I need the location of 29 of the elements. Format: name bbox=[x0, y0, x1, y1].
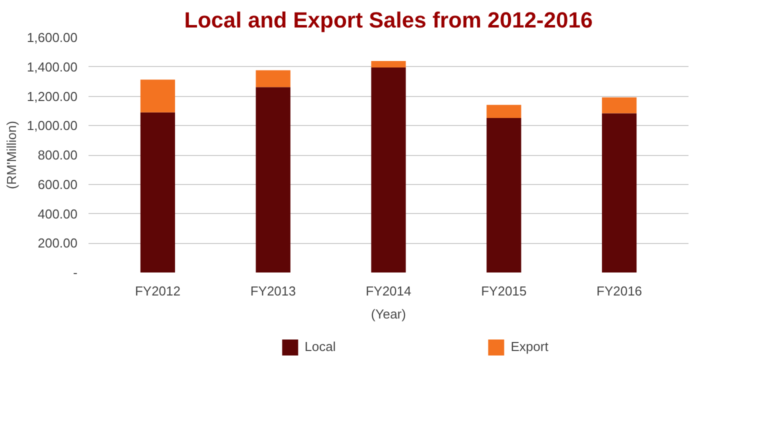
bar bbox=[602, 97, 637, 114]
legend-label: Local bbox=[304, 339, 336, 354]
y-tick-label: 400.00 bbox=[38, 206, 78, 222]
bar bbox=[486, 118, 522, 272]
y-tick-label: 600.00 bbox=[38, 176, 78, 192]
bar bbox=[371, 67, 406, 272]
y-tick-label: 200.00 bbox=[38, 236, 78, 251]
legend-label: Export bbox=[510, 339, 548, 354]
bar bbox=[256, 70, 290, 88]
bar bbox=[140, 80, 176, 112]
y-tick-label: 1,200.00 bbox=[26, 88, 78, 104]
x-tick-label: FY2016 bbox=[596, 284, 642, 298]
x-tick-label: FY2014 bbox=[366, 284, 412, 298]
x-axis-title: (Year) bbox=[371, 306, 406, 322]
x-tick-label: FY2012 bbox=[134, 284, 181, 298]
y-axis-title: (RM'Million) bbox=[4, 120, 19, 190]
y-tick-label: - bbox=[73, 265, 78, 280]
bar bbox=[486, 104, 522, 118]
y-tick-label: 1,600.00 bbox=[26, 30, 78, 45]
bar bbox=[140, 112, 176, 272]
y-tick-label: 1,000.00 bbox=[26, 118, 78, 134]
y-tick-label: 800.00 bbox=[38, 148, 78, 162]
x-tick-label: FY2015 bbox=[481, 284, 527, 298]
bar bbox=[371, 61, 406, 68]
chart-title: Local and Export Sales from 2012-2016 bbox=[184, 8, 593, 32]
bar bbox=[256, 87, 290, 272]
y-tick-label: 1,400.00 bbox=[26, 59, 78, 74]
bar bbox=[602, 113, 637, 272]
x-tick-label: FY2013 bbox=[250, 284, 296, 298]
